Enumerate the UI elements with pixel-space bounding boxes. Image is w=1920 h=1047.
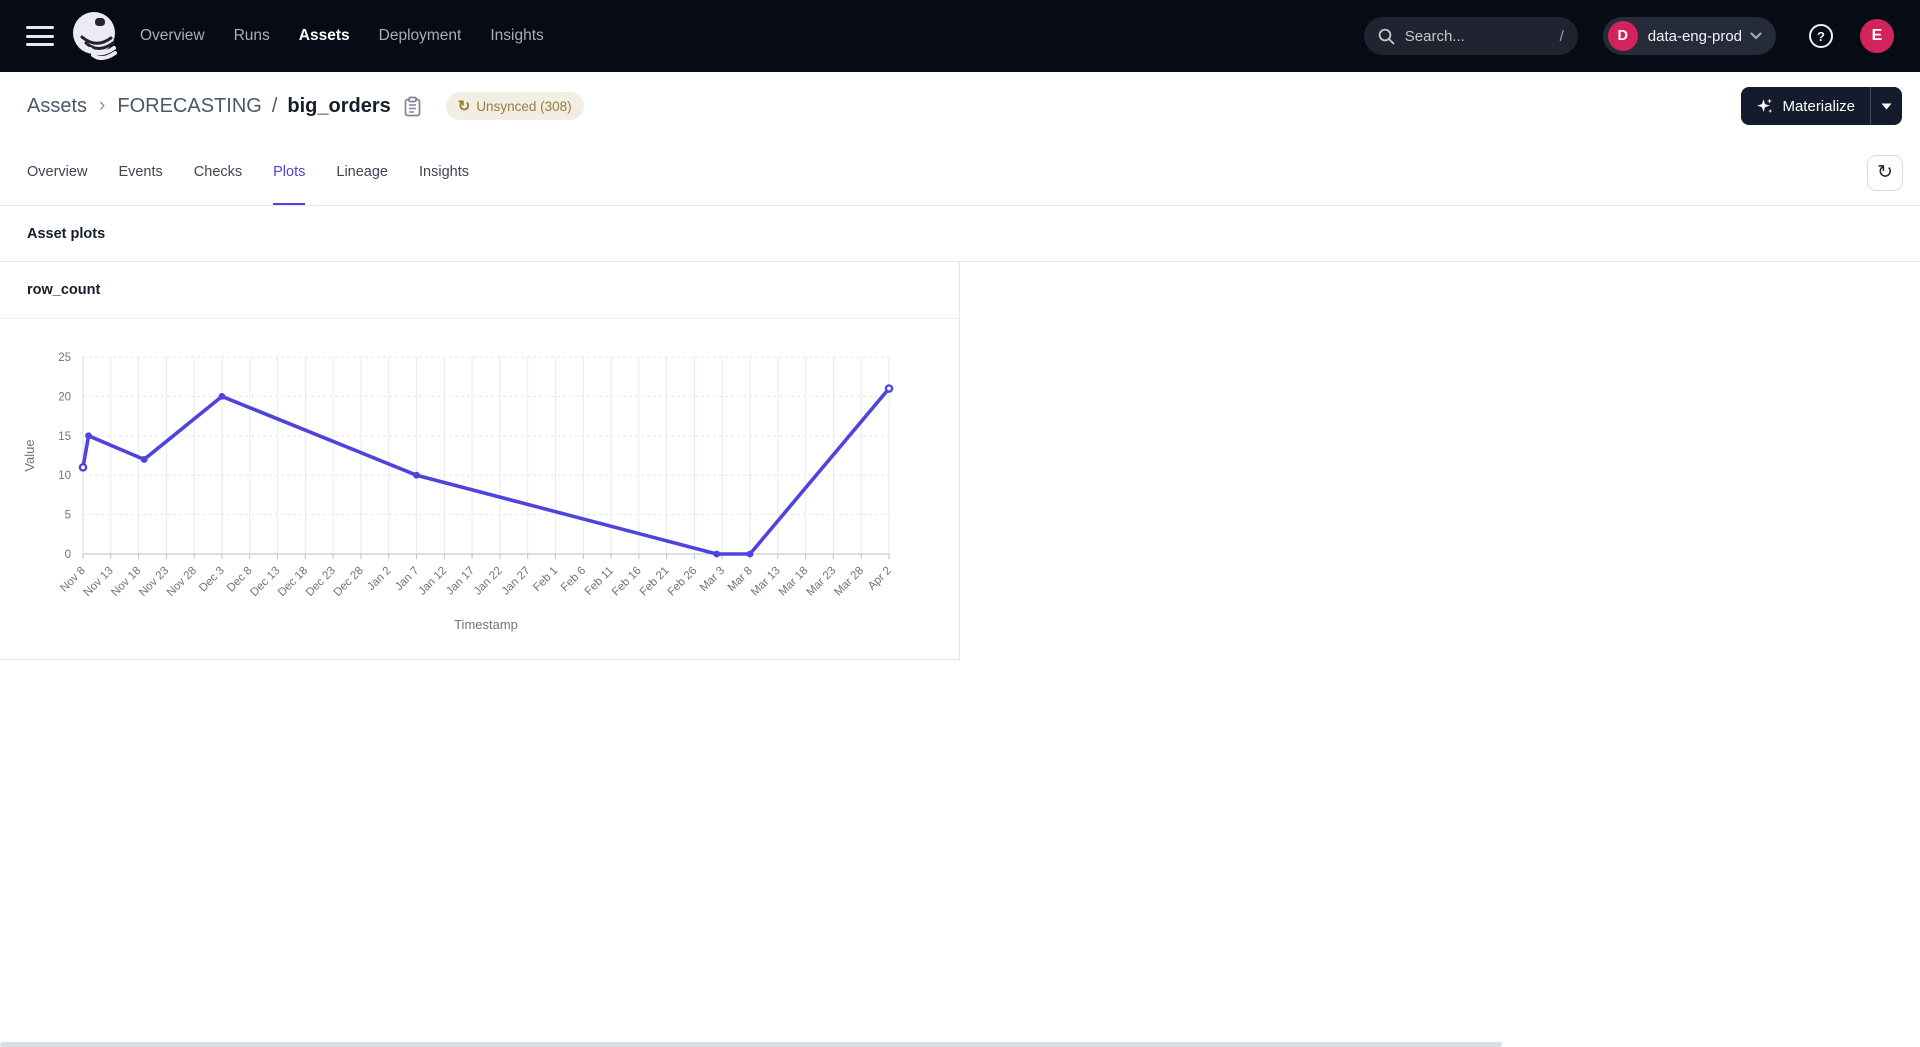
workspace-name: data-eng-prod bbox=[1647, 27, 1742, 45]
search-shortcut-hint: / bbox=[1559, 27, 1564, 45]
materialize-split-button: Materialize bbox=[1741, 87, 1902, 125]
nav-item-insights[interactable]: Insights bbox=[490, 27, 544, 44]
unsynced-badge[interactable]: ↻ Unsynced (308) bbox=[445, 92, 584, 120]
svg-text:Nov 13: Nov 13 bbox=[81, 565, 115, 599]
svg-text:20: 20 bbox=[58, 391, 71, 403]
unsynced-badge-label: Unsynced (308) bbox=[476, 98, 572, 114]
svg-text:?: ? bbox=[1817, 29, 1825, 44]
breadcrumb-group-link[interactable]: FORECASTING bbox=[117, 94, 262, 117]
search-input[interactable]: Search... / bbox=[1363, 17, 1578, 55]
workspace-switcher[interactable]: D data-eng-prod bbox=[1602, 17, 1776, 55]
svg-text:0: 0 bbox=[65, 549, 71, 561]
help-icon[interactable]: ? bbox=[1808, 23, 1834, 49]
primary-nav: Overview Runs Assets Deployment Insights bbox=[140, 27, 544, 45]
row-count-plot-card: row_count 0 5 10 15 20 25 Nov 8 Nov 13 Nov 18 Nov… bbox=[0, 262, 960, 660]
section-header: Asset plots bbox=[0, 206, 1920, 262]
nav-item-runs[interactable]: Runs bbox=[233, 27, 270, 44]
svg-text:5: 5 bbox=[65, 510, 71, 522]
svg-text:Mar 23: Mar 23 bbox=[805, 565, 839, 599]
nav-item-assets[interactable]: Assets bbox=[298, 27, 350, 44]
search-icon bbox=[1378, 28, 1395, 44]
svg-text:Mar 13: Mar 13 bbox=[749, 565, 783, 599]
materialize-dropdown-button[interactable] bbox=[1870, 87, 1902, 125]
svg-text:Nov 28: Nov 28 bbox=[165, 565, 199, 599]
svg-text:Mar 3: Mar 3 bbox=[698, 565, 727, 594]
svg-text:Feb 1: Feb 1 bbox=[531, 565, 560, 594]
asset-name: big_orders bbox=[287, 94, 391, 117]
svg-text:Jan 17: Jan 17 bbox=[444, 565, 477, 598]
search-placeholder: Search... bbox=[1404, 27, 1465, 45]
asset-tabs: Overview Events Checks Plots Lineage Ins… bbox=[0, 140, 1920, 206]
breadcrumb-bar: Assets › FORECASTING / big_orders ↻ Unsy… bbox=[0, 72, 1920, 140]
svg-text:Value: Value bbox=[22, 439, 37, 471]
svg-text:Apr 2: Apr 2 bbox=[866, 565, 894, 593]
svg-text:10: 10 bbox=[58, 470, 71, 482]
tab-plots[interactable]: Plots bbox=[273, 140, 306, 205]
svg-text:15: 15 bbox=[58, 431, 71, 443]
sync-alert-icon: ↻ bbox=[457, 98, 471, 115]
org-logo[interactable] bbox=[70, 9, 120, 63]
caret-down-icon bbox=[1881, 103, 1892, 109]
tab-insights[interactable]: Insights bbox=[419, 140, 469, 205]
workspace-avatar: D bbox=[1607, 21, 1638, 51]
svg-text:Mar 28: Mar 28 bbox=[832, 565, 866, 599]
svg-text:Mar 18: Mar 18 bbox=[777, 565, 811, 599]
svg-text:Nov 18: Nov 18 bbox=[109, 565, 143, 599]
sparkle-icon bbox=[1757, 98, 1773, 114]
materialize-button[interactable]: Materialize bbox=[1741, 87, 1870, 125]
tab-overview[interactable]: Overview bbox=[27, 140, 87, 205]
breadcrumb-chevron-icon: › bbox=[99, 95, 106, 116]
plot-title-row: row_count bbox=[0, 262, 959, 319]
section-title: Asset plots bbox=[27, 225, 106, 242]
horizontal-scrollbar[interactable] bbox=[0, 1042, 1502, 1047]
svg-text:Dec 28: Dec 28 bbox=[332, 565, 366, 599]
svg-text:Dec 3: Dec 3 bbox=[197, 565, 227, 595]
menu-icon[interactable] bbox=[26, 26, 54, 46]
svg-text:Timestamp: Timestamp bbox=[454, 617, 518, 632]
breadcrumb-slash: / bbox=[271, 94, 278, 117]
svg-text:Dec 13: Dec 13 bbox=[248, 565, 282, 599]
svg-text:Dec 23: Dec 23 bbox=[304, 565, 338, 599]
svg-text:Jan 12: Jan 12 bbox=[416, 565, 449, 598]
svg-text:Jan 22: Jan 22 bbox=[472, 565, 505, 598]
tab-lineage[interactable]: Lineage bbox=[336, 140, 388, 205]
breadcrumb-assets-link[interactable]: Assets bbox=[27, 94, 88, 117]
svg-text:Jan 27: Jan 27 bbox=[500, 565, 533, 598]
svg-text:Feb 21: Feb 21 bbox=[638, 565, 672, 599]
svg-text:Feb 26: Feb 26 bbox=[666, 565, 700, 599]
tab-events[interactable]: Events bbox=[118, 140, 162, 205]
nav-item-deployment[interactable]: Deployment bbox=[378, 27, 462, 44]
plot-title: row_count bbox=[27, 282, 101, 298]
svg-text:Jan 2: Jan 2 bbox=[365, 565, 393, 593]
svg-text:Nov 23: Nov 23 bbox=[137, 565, 171, 599]
nav-right: Search... / D data-eng-prod ? E bbox=[1363, 17, 1894, 55]
svg-text:Feb 16: Feb 16 bbox=[610, 565, 644, 599]
svg-text:Dec 18: Dec 18 bbox=[276, 565, 310, 599]
tab-checks[interactable]: Checks bbox=[194, 140, 242, 205]
chevron-down-icon bbox=[1750, 32, 1762, 40]
nav-item-overview[interactable]: Overview bbox=[140, 27, 205, 44]
user-avatar[interactable]: E bbox=[1860, 19, 1894, 53]
svg-text:Feb 11: Feb 11 bbox=[583, 565, 616, 598]
materialize-label: Materialize bbox=[1782, 97, 1855, 115]
breadcrumb: Assets › FORECASTING / big_orders bbox=[27, 95, 391, 118]
top-nav: Overview Runs Assets Deployment Insights… bbox=[0, 0, 1920, 72]
copy-asset-name-icon[interactable] bbox=[403, 96, 422, 117]
refresh-icon[interactable]: ↻ bbox=[1867, 155, 1903, 191]
svg-text:25: 25 bbox=[58, 352, 71, 364]
